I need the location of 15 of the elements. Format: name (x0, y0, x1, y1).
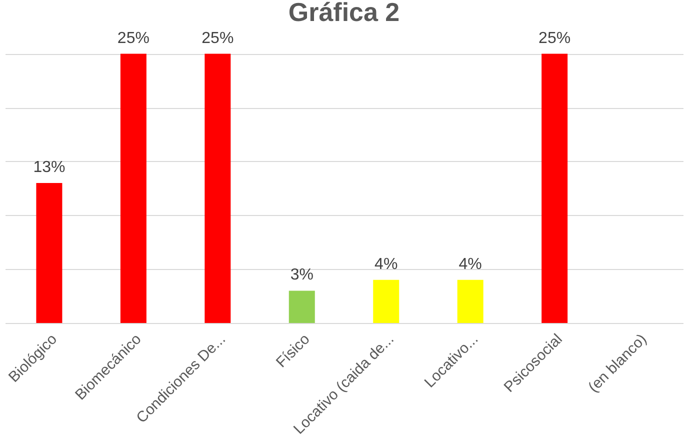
data-label: 4% (374, 256, 398, 273)
bar (288, 290, 315, 323)
bar (373, 280, 400, 323)
bar (204, 54, 231, 323)
data-label: 3% (290, 266, 314, 284)
data-label: 25% (202, 30, 234, 47)
chart-title: Gráfica 2 (288, 0, 400, 27)
bar (36, 183, 62, 323)
bar (120, 54, 146, 323)
data-label: 25% (117, 30, 150, 47)
bar (457, 280, 484, 323)
data-label: 25% (538, 30, 571, 47)
data-label: 4% (458, 256, 482, 273)
bar (542, 54, 568, 323)
data-label: 13% (33, 159, 66, 176)
